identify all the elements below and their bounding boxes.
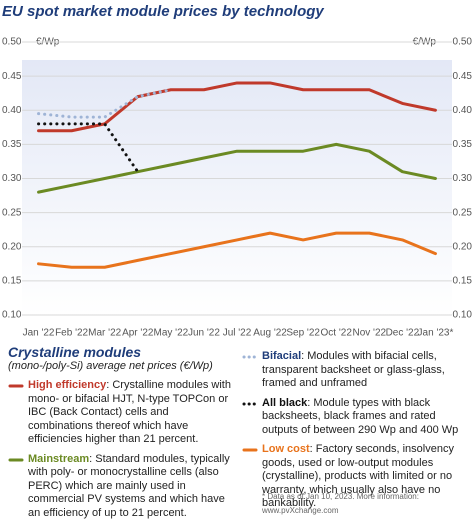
page: EU spot market module prices by technolo… [2, 2, 473, 519]
y2-tick-label: 0.35 [453, 139, 473, 150]
legend-description: : Modules with bifacial cells, transpare… [262, 350, 445, 389]
legend-name: All black [262, 396, 308, 409]
y-tick-label: 0.15 [2, 276, 22, 287]
y2-tick-label: 0.15 [453, 276, 473, 287]
legend-item: Low cost: Factory seconds, insolvency go… [242, 443, 470, 511]
x-tick-label: Jun '22 [188, 328, 220, 339]
x-tick-label: May '22 [153, 328, 188, 339]
legend-name: Low cost [262, 443, 310, 455]
series-line [37, 231, 437, 269]
legend-left: Crystalline modules (mono-/poly-Si) aver… [8, 344, 236, 526]
legend-description: : Factory seconds, insolvency goods, use… [262, 443, 454, 509]
x-tick-label: Apr '22 [122, 328, 154, 339]
legend-item: All black: Module types with black backs… [242, 397, 470, 438]
y-tick-label: 0.35 [2, 139, 22, 150]
legend-swatch [242, 402, 258, 405]
y2-tick-label: 0.40 [453, 105, 473, 116]
x-tick-label: Jul '22 [223, 328, 252, 339]
legend-name: Mainstream [28, 452, 90, 465]
legend-name: High efficiency [28, 379, 107, 391]
x-tick-label: Nov '22 [353, 328, 387, 339]
y-tick-label: 0.50 [2, 37, 22, 48]
y2-tick-label: 0.20 [453, 241, 473, 252]
y2-tick-label: 0.25 [453, 207, 473, 218]
legend-description: : Crystalline modules with mono- or bifa… [28, 379, 231, 445]
x-tick-label: Mar '22 [88, 328, 121, 339]
legend-swatch [8, 384, 24, 388]
plot-background [22, 60, 452, 315]
legend-swatch [8, 458, 24, 461]
x-tick-label: Jan '23* [418, 328, 454, 339]
x-tick-label: Feb '22 [55, 328, 88, 339]
series-line [37, 88, 173, 119]
y-tick-label: 0.40 [2, 105, 22, 116]
series-line [37, 122, 140, 174]
x-tick-label: Oct '22 [321, 328, 353, 339]
y-tick-label: 0.10 [2, 310, 22, 321]
y2-tick-label: 0.30 [453, 173, 473, 184]
y2-tick-label: 0.45 [453, 71, 473, 82]
legend-heading: Crystalline modules [8, 344, 142, 360]
series-line [37, 142, 437, 194]
legend-name: Bifacial [262, 350, 302, 362]
y2-tick-label: 0.10 [453, 310, 473, 321]
legend-subheading: (mono-/poly-Si) average net prices (€/Wp… [8, 359, 213, 372]
x-tick-label: Jan '22 [23, 328, 55, 339]
y2-tick-label: 0.50 [453, 37, 473, 48]
x-tick-label: Dec '22 [386, 328, 420, 339]
legend-item: Mainstream: Standard modules, typically … [8, 453, 236, 521]
legend-item: High efficiency: Crystalline modules wit… [8, 379, 236, 447]
chart-title: EU spot market module prices by technolo… [2, 3, 324, 20]
chart: EU spot market module prices by technolo… [2, 3, 473, 339]
legend-swatch [242, 355, 258, 359]
legend-item: Bifacial: Modules with bifacial cells, t… [242, 350, 470, 391]
legend-right: Bifacial: Modules with bifacial cells, t… [242, 350, 470, 517]
footnote: * Data as of Jan 10, 2023. More informat… [262, 492, 419, 515]
y-tick-label: 0.25 [2, 207, 22, 218]
x-tick-label: Sep '22 [286, 328, 320, 339]
x-tick-label: Aug '22 [253, 328, 287, 339]
legend-swatch [242, 448, 258, 452]
y-tick-label: 0.45 [2, 71, 22, 82]
y-tick-label: 0.20 [2, 241, 22, 252]
y-tick-label: 0.30 [2, 173, 22, 184]
legend-description: : Module types with black backsheets, bl… [262, 396, 459, 436]
